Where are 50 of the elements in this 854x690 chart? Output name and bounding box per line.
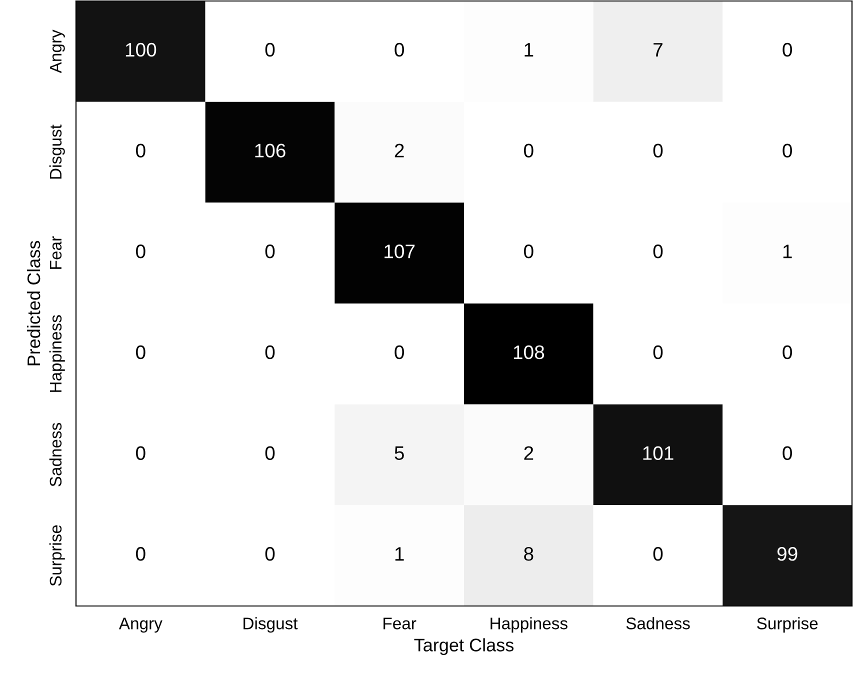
- y-axis-title: Predicted Class: [26, 240, 40, 366]
- data-label: 0: [782, 144, 792, 158]
- y-tick-label: Angry: [50, 30, 65, 74]
- data-label: 0: [265, 446, 275, 460]
- data-label: 0: [136, 244, 146, 258]
- y-tick-label: Fear: [50, 236, 62, 269]
- data-label: 5: [394, 446, 404, 460]
- data-label: 108: [514, 345, 544, 360]
- data-label: 1: [395, 547, 404, 561]
- data-label: 107: [384, 244, 415, 258]
- data-label: 8: [524, 547, 534, 561]
- data-label: 0: [394, 345, 404, 360]
- data-label: 1: [783, 244, 792, 258]
- data-label: 0: [136, 345, 146, 360]
- data-label: 0: [782, 446, 792, 460]
- data-label: 0: [136, 446, 146, 460]
- data-label: 100: [126, 42, 156, 57]
- data-label: 0: [265, 345, 275, 360]
- data-label: 0: [265, 547, 275, 561]
- data-label: 0: [653, 244, 663, 258]
- x-tick-label: Surprise: [757, 617, 818, 633]
- y-tick-label: Happiness: [49, 315, 65, 392]
- data-label: 2: [394, 144, 404, 158]
- data-label: 0: [136, 547, 146, 561]
- x-tick-label: Angry: [118, 618, 162, 633]
- x-tick-label: Disgust: [244, 617, 298, 633]
- x-axis-title: Target Class: [414, 638, 514, 656]
- data-label: 0: [265, 42, 275, 57]
- data-label: 0: [653, 547, 663, 561]
- data-label: 99: [777, 547, 798, 561]
- data-label: 0: [782, 42, 792, 57]
- x-tick-label: Sadness: [626, 617, 690, 630]
- data-label: 0: [653, 345, 663, 360]
- data-label: 0: [136, 144, 146, 158]
- y-tick-label: Disgust: [49, 124, 65, 179]
- data-label: 101: [643, 446, 674, 460]
- x-tick-label: Fear: [384, 618, 416, 630]
- data-label: 106: [255, 144, 286, 158]
- data-label: 0: [394, 42, 404, 57]
- data-label: 0: [782, 345, 792, 360]
- y-tick-label: Surprise: [49, 525, 65, 586]
- y-tick-label: Sadness: [49, 422, 62, 486]
- data-label: 0: [524, 144, 534, 158]
- data-label: 0: [653, 144, 663, 158]
- data-label: 7: [654, 43, 662, 56]
- data-label: 1: [524, 43, 534, 56]
- x-tick-label: Happiness: [490, 617, 568, 633]
- data-label: 0: [524, 244, 534, 258]
- data-label: 2: [524, 446, 534, 460]
- data-label: 0: [265, 244, 275, 258]
